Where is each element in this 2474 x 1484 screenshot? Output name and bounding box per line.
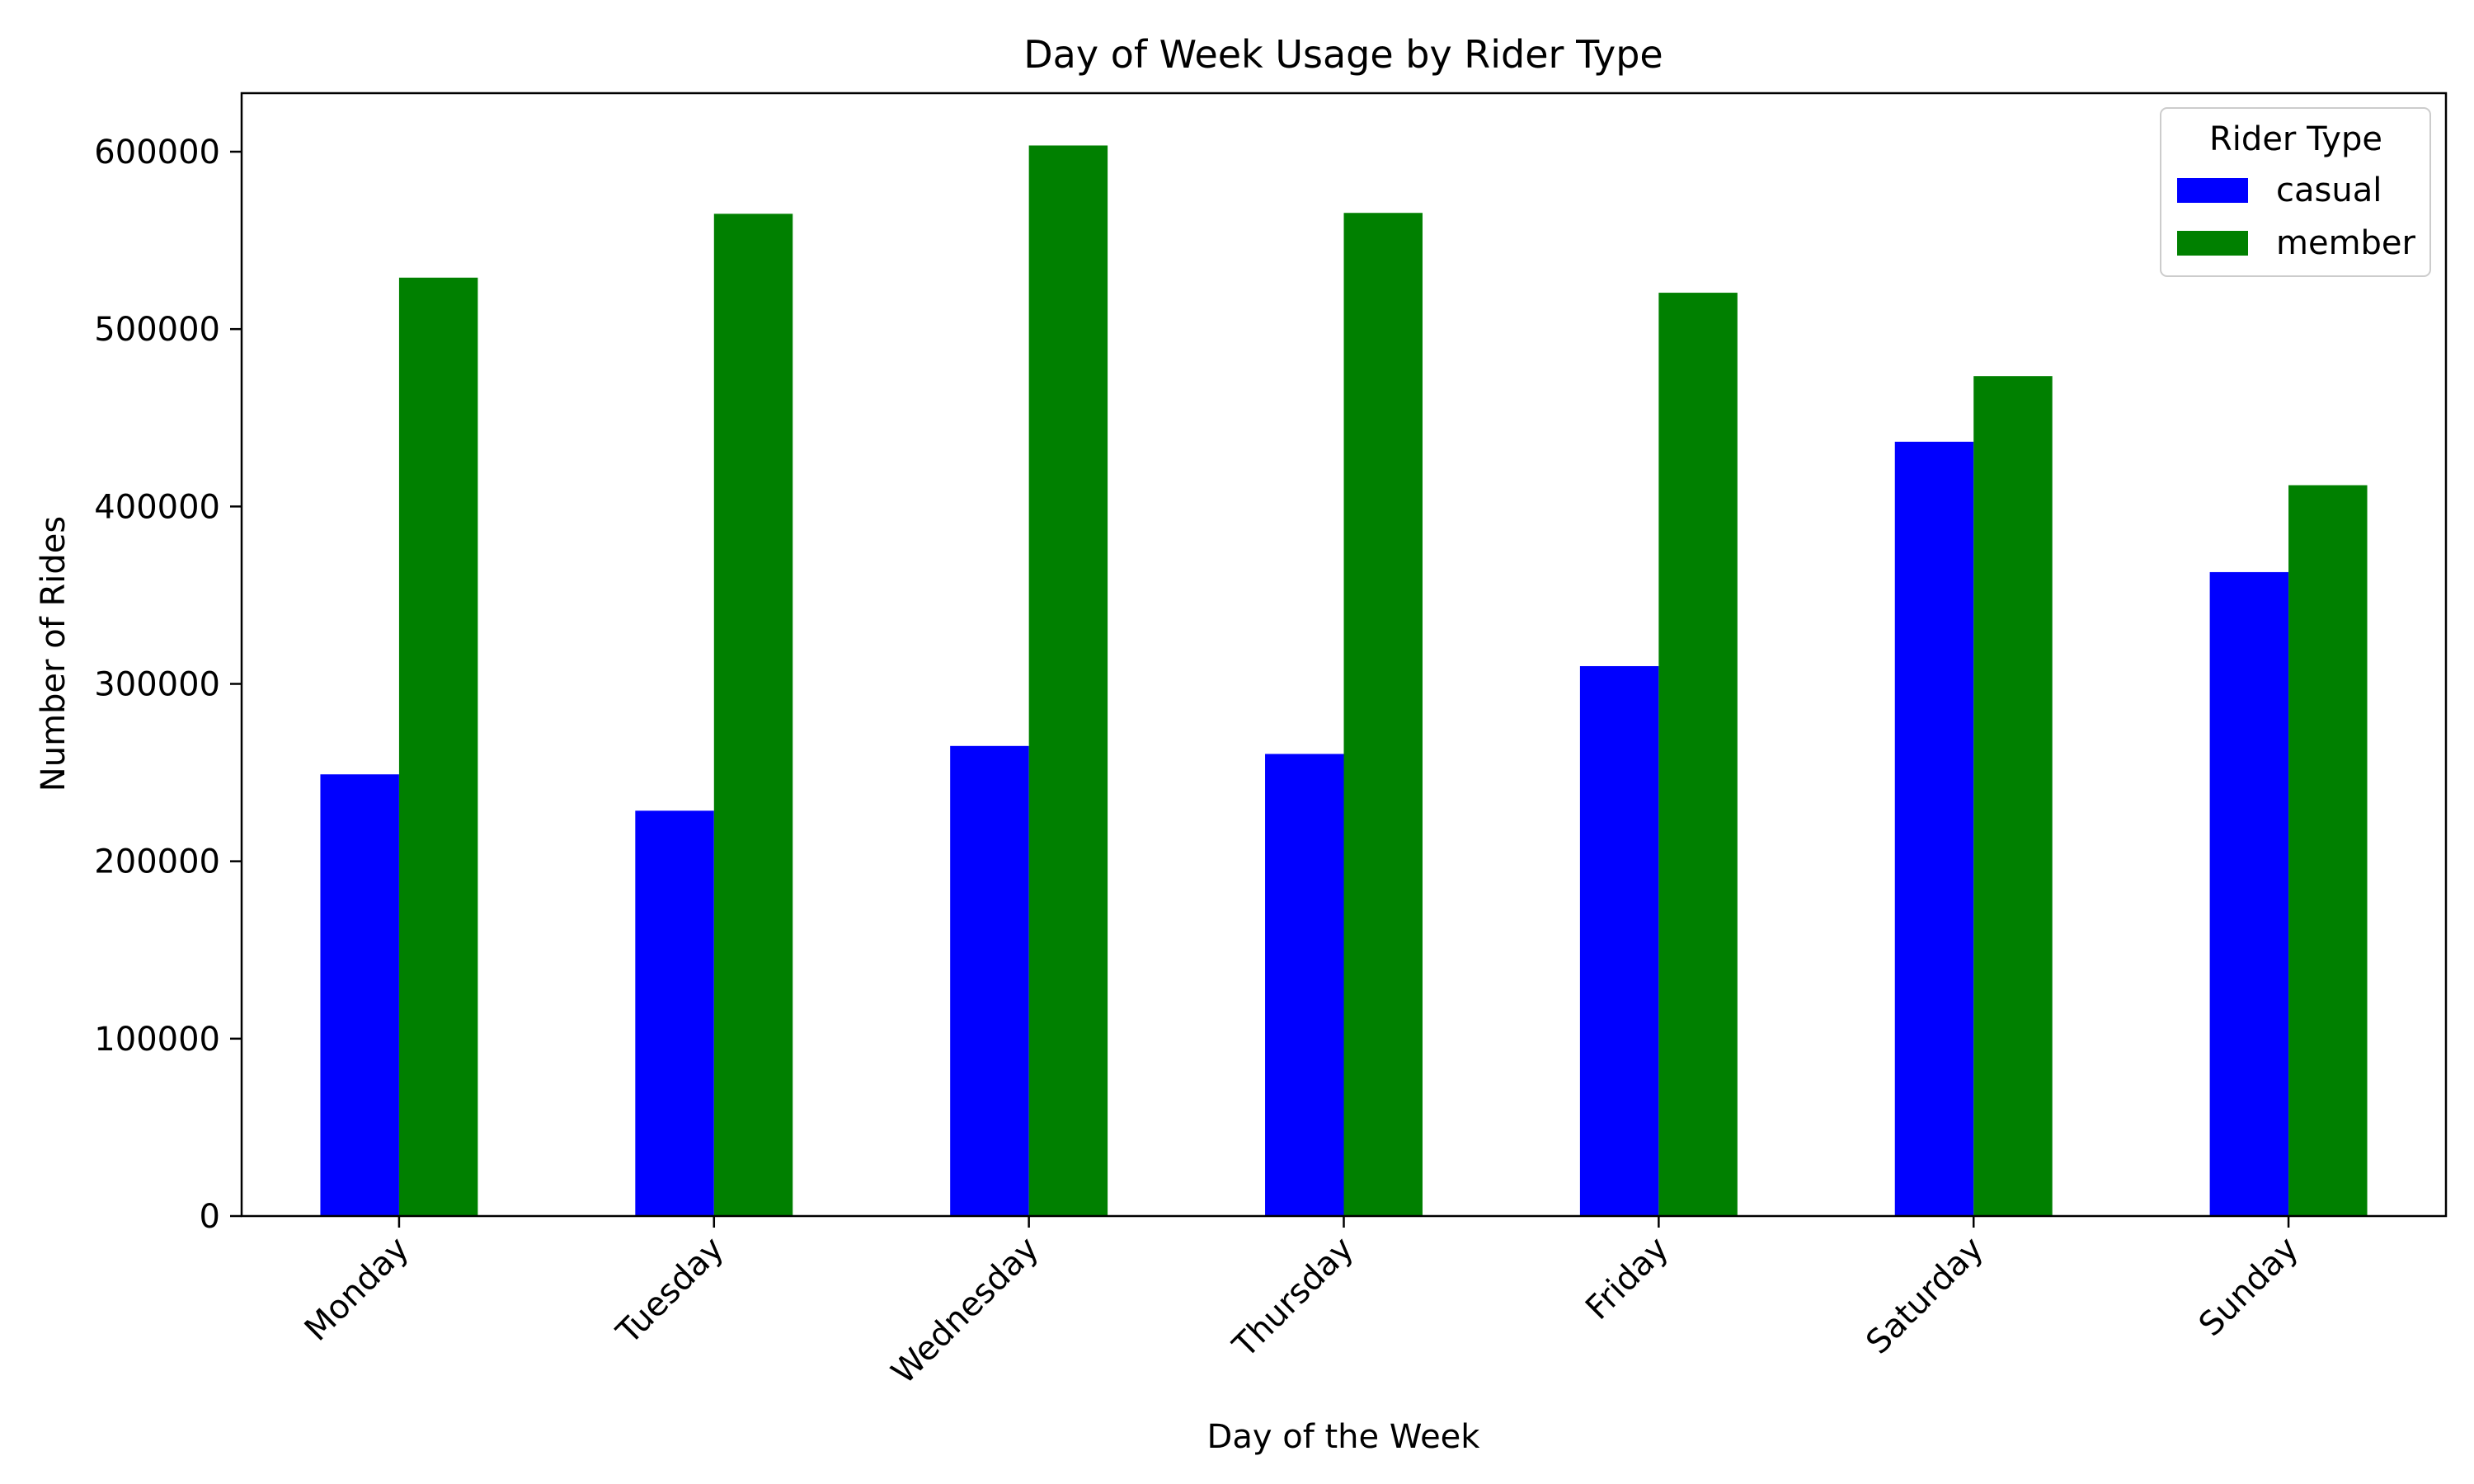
x-tick-label: Wednesday bbox=[884, 1230, 1046, 1392]
x-axis: Monday Tuesday Wednesday Thursday Friday Satu… bbox=[298, 1216, 2306, 1392]
legend: Rider Type casual member bbox=[2160, 107, 2431, 277]
y-tick-label: 400000 bbox=[94, 488, 220, 526]
y-tick-label: 100000 bbox=[94, 1021, 220, 1059]
legend-swatch-member bbox=[2177, 231, 2248, 256]
bar-member-tuesday bbox=[713, 214, 793, 1217]
plot-frame bbox=[240, 92, 2448, 1218]
legend-title: Rider Type bbox=[2209, 120, 2382, 158]
bar-member-friday bbox=[1658, 293, 1738, 1216]
bars-group bbox=[320, 145, 2368, 1217]
x-tick-label: Monday bbox=[298, 1230, 416, 1349]
bar-member-saturday bbox=[1973, 376, 2053, 1216]
bar-casual-wednesday bbox=[950, 745, 1029, 1216]
chart-title: Day of Week Usage by Rider Type bbox=[1023, 32, 1663, 77]
bar-casual-thursday bbox=[1265, 754, 1344, 1216]
y-tick-label: 200000 bbox=[94, 843, 220, 881]
x-tick-label: Friday bbox=[1578, 1230, 1676, 1327]
y-tick-label: 600000 bbox=[94, 134, 220, 171]
legend-label-casual: casual bbox=[2276, 171, 2382, 209]
x-tick-label: Thursday bbox=[1225, 1230, 1362, 1366]
x-tick-label: Sunday bbox=[2192, 1230, 2306, 1344]
y-tick-label: 300000 bbox=[94, 666, 220, 704]
bar-member-monday bbox=[398, 277, 478, 1217]
bar-member-sunday bbox=[2288, 485, 2368, 1216]
bar-member-wednesday bbox=[1028, 145, 1108, 1217]
y-tick-label: 500000 bbox=[94, 311, 220, 349]
x-axis-label: Day of the Week bbox=[1207, 1418, 1481, 1456]
bar-casual-sunday bbox=[2209, 571, 2289, 1216]
y-axis-label: Number of Rides bbox=[35, 516, 73, 791]
bar-casual-monday bbox=[320, 774, 399, 1216]
bar-casual-friday bbox=[1579, 665, 1659, 1216]
x-tick-label: Saturday bbox=[1859, 1230, 1991, 1362]
legend-swatch-casual bbox=[2177, 178, 2248, 203]
legend-items: casual member bbox=[2177, 171, 2416, 262]
y-axis: 0 100000 200000 300000 400000 500000 600000 bbox=[94, 134, 242, 1236]
bar-casual-saturday bbox=[1894, 441, 1974, 1216]
bar-member-thursday bbox=[1343, 213, 1423, 1217]
y-tick-label: 0 bbox=[200, 1198, 220, 1236]
x-tick-label: Tuesday bbox=[609, 1230, 731, 1352]
bar-casual-tuesday bbox=[635, 810, 714, 1216]
legend-label-member: member bbox=[2276, 224, 2416, 262]
